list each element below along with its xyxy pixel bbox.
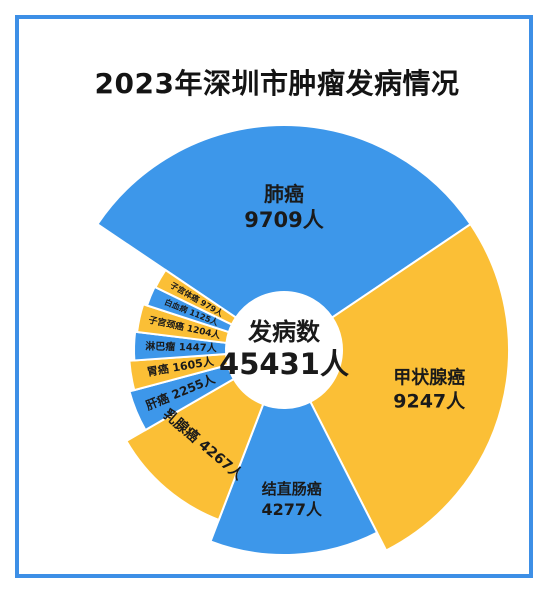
slice-3-name: 结直肠癌 xyxy=(262,480,322,498)
center-total: 45431人 xyxy=(219,347,349,381)
center-label: 发病数 xyxy=(247,318,321,346)
slice-2-value: 9247人 xyxy=(393,391,466,413)
slice-2-name: 甲状腺癌 xyxy=(393,367,465,389)
slice-3-value: 4277人 xyxy=(261,500,323,519)
slice-1-value: 9709人 xyxy=(244,208,323,232)
slice-7-label: 淋巴瘤 1447人 xyxy=(145,339,218,354)
center-hole xyxy=(226,292,342,408)
slice-1-name: 肺癌 xyxy=(264,182,304,206)
chart-title: 2023年深圳市肿瘤发病情况 xyxy=(94,67,460,100)
